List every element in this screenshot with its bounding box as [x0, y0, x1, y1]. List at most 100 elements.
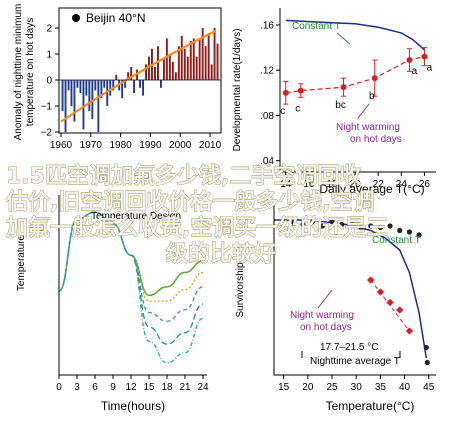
- night-point: [396, 306, 404, 314]
- overlay-line-2: 估价,旧空调回收价格一般多少钱,空调: [5, 189, 375, 215]
- y-tick-label: .08: [260, 111, 274, 122]
- range-brackets: [301, 351, 401, 358]
- constant-point: [397, 227, 403, 234]
- x-tick-label: 24: [396, 179, 408, 190]
- significance-label: c: [280, 106, 285, 117]
- constant-point: [290, 220, 296, 226]
- y-ticks: −2 −1 0 1 2: [41, 24, 59, 139]
- anomaly-bar: [142, 80, 144, 96]
- plot-frame: [58, 7, 222, 134]
- significance-label: c: [295, 104, 300, 115]
- anomaly-bar: [183, 48, 186, 80]
- x-tick-label: 3: [74, 382, 80, 393]
- anomaly-bar: [201, 28, 204, 80]
- y-tick-label: .04: [260, 156, 274, 167]
- chart-title: Temperature Design: [91, 211, 181, 222]
- x-ticks: 1960 1970 1980 1990 2000 2010: [50, 133, 222, 151]
- night-warming-trend: [370, 279, 410, 332]
- anomaly-bar: [130, 67, 133, 80]
- x-tick-label: 20: [350, 179, 362, 190]
- anomaly-bar: [154, 67, 156, 80]
- x-tick-label: 40: [399, 382, 411, 393]
- anomaly-bar: [213, 28, 216, 80]
- constant-point: [368, 223, 374, 229]
- anomaly-bar: [160, 80, 162, 88]
- data-point: [406, 57, 413, 64]
- anomaly-bar: [133, 80, 135, 93]
- anomaly-bar: [174, 72, 177, 80]
- anomaly-bar: [157, 46, 159, 80]
- significance-label: a: [412, 66, 418, 77]
- x-tick-label: 0: [56, 382, 62, 393]
- night-warming-label-2: on hot days: [350, 134, 402, 145]
- x-tick-label: 18: [326, 179, 338, 190]
- y-axis-label: Survivorship: [235, 262, 246, 317]
- constant-point: [416, 232, 422, 238]
- x-tick-label: 1960: [50, 140, 73, 151]
- constant-point: [348, 220, 354, 226]
- constant-t-label: Constant T: [292, 21, 341, 32]
- survivorship-chart: 15 20 25 30 35 40 45 Constant T Night warming …: [235, 205, 436, 413]
- anomaly-bar: [145, 64, 147, 80]
- location-label: Beijin 40°N: [86, 11, 146, 25]
- axes: [279, 8, 436, 173]
- anomaly-bar: [163, 59, 165, 80]
- x-tick-label: 1990: [139, 140, 162, 151]
- y-tick-label: 0: [46, 76, 52, 87]
- anomaly-bar: [216, 43, 219, 80]
- x-tick-label: 9: [110, 382, 116, 393]
- x-tick-label: 25: [326, 382, 338, 393]
- anomaly-bar: [106, 80, 109, 106]
- developmental-rate-chart: c c bc b a a .16 .12 .08 .04 14 16 18 20 22 24 26 Cons…: [232, 8, 436, 196]
- night-warming-points: [367, 276, 414, 335]
- x-ticks: 0 3 6 9 12 15 18 21 24: [56, 375, 209, 393]
- significance-label: b: [369, 91, 375, 102]
- x-tick-label: 35: [375, 382, 387, 393]
- design-curves: [58, 211, 204, 364]
- overlay-line-3: 加氟一般怎么收费,空调买一级的还是三: [5, 215, 388, 241]
- anomaly-bar: [171, 61, 174, 80]
- x-tick-label: 1970: [80, 140, 103, 151]
- constant-t-arrow: [336, 32, 351, 45]
- x-axis-label: Time(hours): [101, 399, 165, 413]
- anomaly-bar: [127, 72, 130, 80]
- constant-point: [339, 221, 345, 228]
- x-tick-label: 2000: [169, 140, 192, 151]
- anomaly-bar: [180, 35, 183, 80]
- anomaly-bar: [91, 80, 94, 119]
- y-tick-label: .12: [260, 66, 274, 77]
- y-ticks: .16 .12 .08 .04: [260, 20, 280, 167]
- constant-point: [358, 224, 364, 231]
- x-tick-label: 30: [351, 382, 363, 393]
- constant-point: [423, 344, 429, 351]
- anomaly-bar: [168, 54, 171, 80]
- y-axis-label: Temperature: [16, 234, 27, 291]
- constant-point: [329, 218, 335, 225]
- x-tick-label: 16: [303, 179, 315, 190]
- x-tick-label: 20: [302, 382, 314, 393]
- x-tick-label: 1980: [109, 140, 132, 151]
- anomaly-bar: [210, 64, 213, 80]
- nighttime-average-label: Nighttime average T: [310, 356, 400, 367]
- overlay-line-4: 级的比较好: [166, 241, 276, 267]
- constant-point: [300, 221, 306, 228]
- night-warming-arrow: [317, 289, 333, 309]
- overlay-line-1: 1.5匹空调加氟多少钱,二手空调回收: [6, 163, 361, 189]
- anomaly-bar: [195, 56, 198, 80]
- data-point: [421, 53, 428, 60]
- y-tick-label: .16: [260, 20, 274, 31]
- constant-point: [406, 229, 413, 235]
- data-point: [297, 87, 304, 94]
- anomaly-bar: [67, 80, 70, 91]
- y-tick-label: −1: [41, 102, 53, 113]
- trend-line: [60, 29, 217, 123]
- anomaly-bar: [198, 38, 201, 80]
- constant-point: [319, 223, 325, 229]
- x-axis-label: Temperature(°C): [326, 399, 415, 413]
- constant-point: [387, 223, 393, 229]
- constant-point: [424, 359, 430, 366]
- x-tick-label: 26: [419, 179, 431, 190]
- anomaly-bar: [97, 80, 100, 132]
- overlay-caption: 1.5匹空调加氟多少钱,二手空调回收 估价,旧空调回收价格一般多少钱,空调 加氟…: [5, 163, 389, 268]
- night-point: [386, 298, 394, 307]
